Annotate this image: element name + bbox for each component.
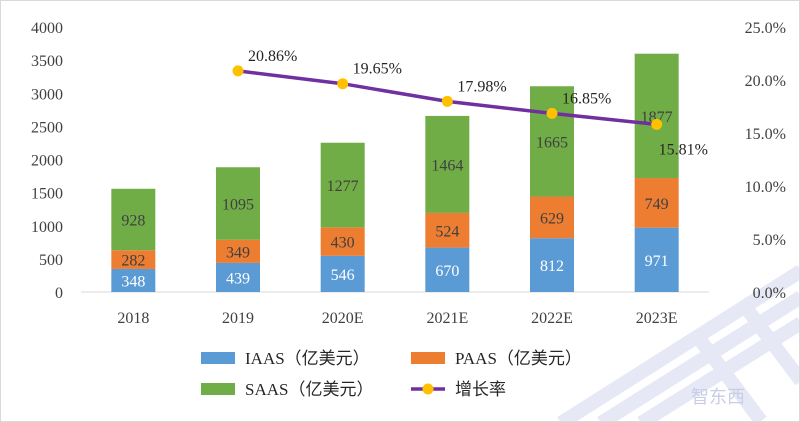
bar-value-label: 1665 xyxy=(536,134,568,151)
bar-segment xyxy=(320,255,365,292)
watermark-stroke xyxy=(557,265,799,421)
watermark-text: 智东西 xyxy=(691,387,745,408)
bar-value-label: 812 xyxy=(540,258,564,275)
bars-group: 348 282 928 439 349 1095 546 430 1277 670 524 1464 8… xyxy=(111,53,679,292)
bar-value-label: 348 xyxy=(121,273,145,290)
legend-swatch xyxy=(201,383,235,395)
bar-value-label: 439 xyxy=(226,270,250,287)
bar-segment xyxy=(634,227,679,292)
y2-tick-label: 20.0% xyxy=(745,73,786,90)
legend-label: PAAS（亿美元） xyxy=(455,349,582,368)
bar-value-label: 1877 xyxy=(641,109,673,126)
legend-marker xyxy=(422,383,434,395)
bar-value-label: 670 xyxy=(435,263,459,280)
watermark-stroke xyxy=(735,296,799,386)
bar-value-label: 749 xyxy=(645,196,669,213)
x-tick-label: 2023E xyxy=(636,310,678,327)
bar-segment xyxy=(111,188,156,251)
bar-segment xyxy=(634,53,679,179)
bar-segment xyxy=(216,262,260,292)
x-tick-label: 2021E xyxy=(426,310,468,327)
y-tick-label: 1500 xyxy=(31,186,63,203)
y-axis-right: 0.0% 5.0% 10.0% 15.0% 20.0% 25.0% xyxy=(745,20,786,302)
y2-tick-label: 5.0% xyxy=(753,232,786,249)
x-axis: 2018 2019 2020E 2021E 2022E 2023E xyxy=(81,291,709,327)
bar-value-label: 546 xyxy=(331,267,355,284)
growth-point xyxy=(651,118,663,130)
y-tick-label: 2000 xyxy=(31,153,63,170)
bar-segment xyxy=(425,212,470,248)
bar-value-label: 430 xyxy=(331,235,355,252)
x-tick-label: 2018 xyxy=(117,310,149,327)
watermark-stroke xyxy=(597,291,799,421)
growth-label: 16.85% xyxy=(562,90,611,107)
y-tick-label: 4000 xyxy=(31,20,63,37)
bar-value-label: 1464 xyxy=(431,157,463,174)
bar-segment xyxy=(111,268,156,292)
bar-segment xyxy=(216,239,260,263)
legend-swatch xyxy=(201,352,235,364)
bar-value-label: 971 xyxy=(645,253,669,270)
bar-segment xyxy=(111,250,156,269)
growth-point xyxy=(337,78,349,90)
bar-value-label: 282 xyxy=(121,253,145,270)
y-axis-left: 0 500 1000 1500 2000 2500 3000 3500 4000 xyxy=(31,20,63,302)
bar-segment xyxy=(216,167,260,240)
growth-point xyxy=(441,95,453,107)
bar-segment xyxy=(425,115,470,213)
growth-label: 15.81% xyxy=(659,141,708,158)
y-tick-label: 2500 xyxy=(31,119,63,136)
growth-label: 20.86% xyxy=(248,48,297,65)
y-tick-label: 0 xyxy=(55,285,63,302)
bar-segment xyxy=(320,142,365,228)
y2-tick-label: 10.0% xyxy=(745,179,786,196)
bar-value-label: 1277 xyxy=(327,178,359,195)
bar-value-label: 524 xyxy=(435,223,459,240)
bar-segment xyxy=(634,178,679,228)
y2-tick-label: 15.0% xyxy=(745,126,786,143)
legend-label: IAAS（亿美元） xyxy=(245,349,370,368)
y2-tick-label: 0.0% xyxy=(753,285,786,302)
bar-segment xyxy=(530,196,574,239)
watermark-stroke xyxy=(695,336,767,421)
growth-line-group: 20.86% 19.65% 17.98% 16.85% 15.81% xyxy=(232,48,708,158)
growth-point xyxy=(232,65,244,77)
legend-swatch xyxy=(411,352,445,364)
y-tick-label: 1000 xyxy=(31,219,63,236)
bar-segment xyxy=(530,86,574,197)
bar-segment xyxy=(425,247,470,292)
bar-value-label: 629 xyxy=(540,210,564,227)
growth-point xyxy=(546,107,558,119)
bar-value-label: 1095 xyxy=(222,197,254,214)
bar-segment xyxy=(530,238,574,292)
bar-value-label: 928 xyxy=(121,213,145,230)
legend-label: SAAS（亿美元） xyxy=(245,380,373,399)
y-tick-label: 3000 xyxy=(31,86,63,103)
y2-tick-label: 25.0% xyxy=(745,20,786,37)
y-tick-label: 3500 xyxy=(31,53,63,70)
bar-segment xyxy=(320,227,365,256)
legend: IAAS（亿美元） PAAS（亿美元） SAAS（亿美元） 增长率 xyxy=(201,349,582,399)
growth-label: 19.65% xyxy=(353,61,402,78)
watermark-graphic: 智东西 xyxy=(557,265,799,421)
y-tick-label: 500 xyxy=(39,252,63,269)
x-tick-label: 2022E xyxy=(531,310,573,327)
bar-value-label: 349 xyxy=(226,244,250,261)
growth-label: 17.98% xyxy=(457,78,506,95)
legend-label: 增长率 xyxy=(455,380,506,399)
x-tick-label: 2020E xyxy=(322,310,364,327)
x-tick-label: 2019 xyxy=(222,310,254,327)
